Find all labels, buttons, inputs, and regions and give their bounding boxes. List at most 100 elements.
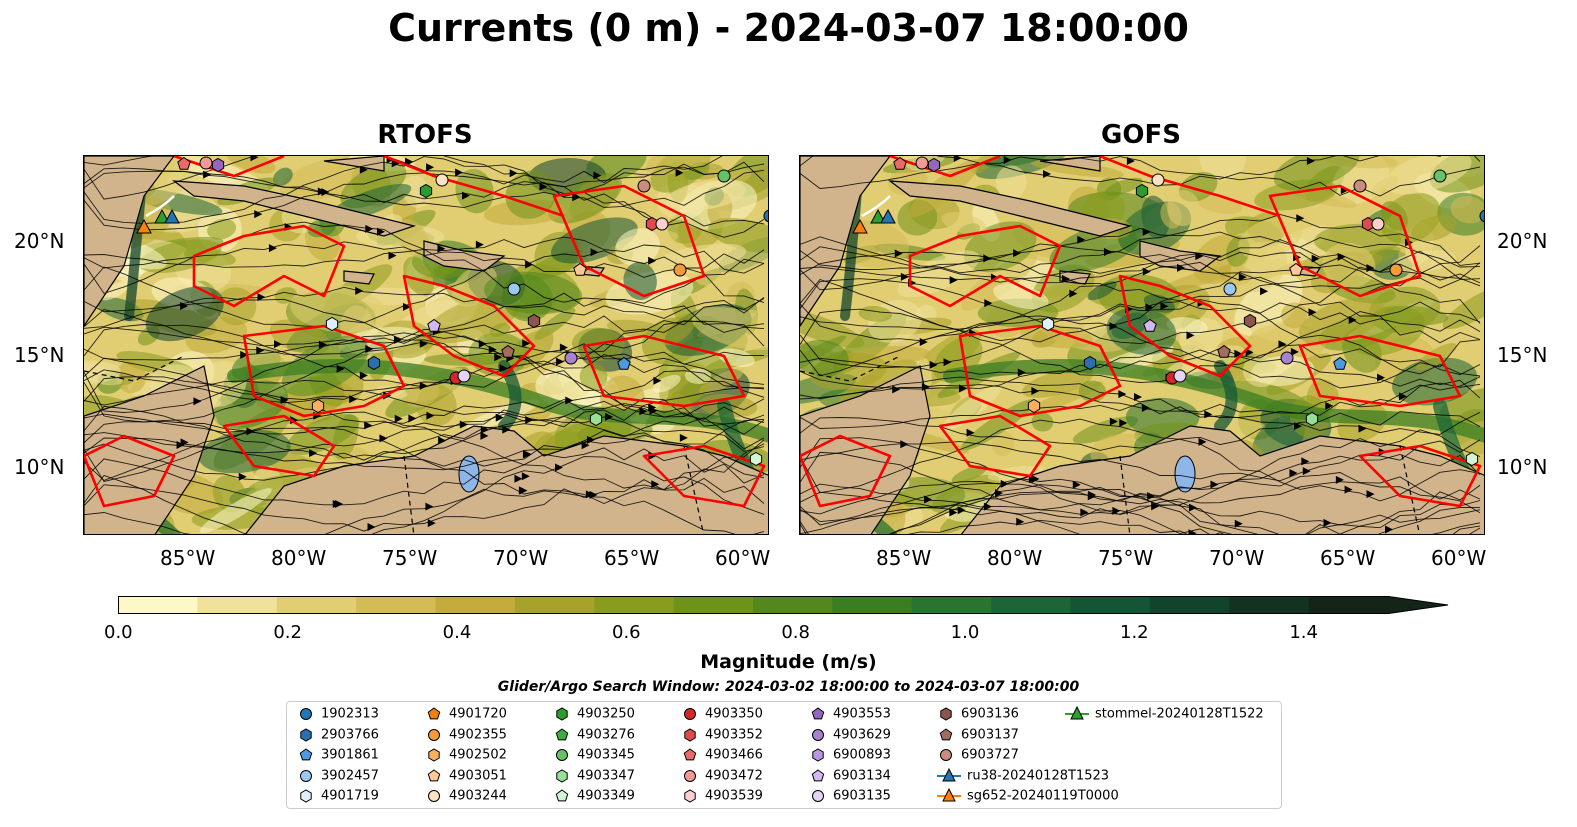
legend-label: 4901720: [449, 706, 507, 722]
legend-label: 6903137: [961, 727, 1019, 742]
colorbar-segment: [435, 596, 516, 614]
legend-item: 4903276: [553, 727, 635, 743]
colorbar-tick-label: 0.0: [104, 622, 133, 643]
float-marker: [564, 351, 578, 365]
legend-marker-icon: [1065, 705, 1089, 720]
float-marker: [1305, 411, 1319, 427]
legend-marker-icon: [940, 707, 952, 721]
lon-tick-label: 60°W: [1431, 546, 1487, 570]
legend-item: 6903137: [937, 727, 1019, 743]
legend-marker-icon: [811, 707, 825, 720]
legend-item: 4903345: [553, 747, 635, 763]
legend-item: 4903352: [681, 727, 763, 743]
legend-label: 4903352: [705, 727, 763, 742]
legend-label: 4903349: [577, 788, 635, 804]
float-marker: [673, 263, 687, 277]
legend-marker-icon: [300, 727, 312, 742]
legend: 1902313 2903766 3901861 3902457 4901719 49017…: [286, 701, 1282, 809]
lat-tick-label-left: 15°N: [14, 343, 65, 367]
panel-title-gofs: GOFS: [1101, 120, 1181, 150]
legend-label: 6900893: [833, 747, 891, 763]
legend-label: 4903347: [577, 768, 635, 783]
float-marker: [164, 208, 180, 224]
legend-marker-icon: [428, 790, 440, 802]
legend-marker-icon: [556, 768, 568, 783]
float-marker: [501, 344, 515, 358]
legend-marker-icon: [300, 789, 312, 803]
colorbar-label: Magnitude (m/s): [700, 651, 877, 673]
legend-item: 4903629: [809, 727, 891, 743]
float-marker: [1465, 451, 1479, 467]
map-panel-gofs: [799, 155, 1485, 535]
map-rtofs-svg: [84, 156, 768, 534]
lon-tick-label: 70°W: [493, 546, 549, 570]
legend-marker-icon: [555, 789, 569, 802]
legend-item: 4902502: [425, 747, 507, 763]
lon-tick-label: 65°W: [604, 546, 660, 570]
lon-tick-label: 85°W: [876, 546, 932, 570]
lon-tick-label: 80°W: [987, 546, 1043, 570]
legend-item: 3901861: [297, 747, 379, 763]
float-marker: [1479, 209, 1484, 223]
colorbar-segment: [1229, 596, 1310, 614]
float-marker: [527, 313, 541, 329]
legend-item: 6903135: [809, 788, 891, 804]
legend-label: 4903250: [577, 706, 635, 722]
legend-marker-icon: [556, 749, 568, 761]
float-marker: [507, 282, 521, 296]
legend-marker-icon: [939, 727, 953, 740]
legend-marker-icon: [684, 789, 696, 803]
legend-label: 3901861: [321, 747, 379, 763]
legend-marker-icon: [300, 708, 312, 720]
float-marker: [1083, 355, 1097, 371]
float-marker: [1371, 217, 1385, 231]
lon-tick-label: 75°W: [382, 546, 438, 570]
colorbar-segment: [594, 596, 675, 614]
float-marker: [655, 217, 669, 231]
legend-label: stommel-20240128T1522: [1095, 706, 1264, 722]
legend-label: 4903345: [577, 747, 635, 763]
legend-item: 6903136: [937, 706, 1019, 722]
float-marker: [427, 318, 441, 332]
float-marker: [927, 157, 941, 173]
float-marker: [1333, 356, 1347, 370]
float-marker: [763, 209, 768, 223]
float-marker: [573, 262, 587, 276]
legend-item: 4903553: [809, 706, 891, 722]
legend-marker-icon: [812, 790, 824, 802]
colorbar-segment: [1308, 596, 1389, 614]
legend-label: 2903766: [321, 727, 379, 742]
legend-label: 1902313: [321, 706, 379, 722]
float-marker: [154, 208, 170, 224]
legend-item: 6903727: [937, 747, 1019, 763]
float-marker: [1433, 169, 1447, 183]
float-marker: [1135, 183, 1149, 199]
float-marker: [637, 179, 651, 193]
legend-label: ru38-20240128T1523: [967, 768, 1110, 783]
legend-item: 3902457: [297, 768, 379, 784]
legend-item: 4903244: [425, 788, 507, 804]
legend-item: 4903472: [681, 768, 763, 784]
search-window-text: Glider/Argo Search Window: 2024-03-02 18…: [497, 679, 1080, 695]
colorbar-tick-label: 0.4: [442, 622, 472, 643]
float-marker: [870, 208, 886, 224]
legend-label: 4901719: [321, 788, 379, 804]
float-marker: [617, 356, 631, 370]
colorbar-segment: [276, 596, 357, 614]
float-marker: [1143, 318, 1157, 332]
legend-item: 4903250: [553, 706, 635, 722]
figure-title: Currents (0 m) - 2024-03-07 18:00:00: [388, 6, 1189, 50]
legend-marker-icon: [555, 727, 569, 740]
legend-item: 4901719: [297, 788, 379, 804]
float-marker: [1027, 398, 1041, 414]
legend-label: sg652-20240119T0000: [967, 788, 1119, 804]
float-marker: [1223, 282, 1237, 296]
colorbar-segment: [753, 596, 833, 614]
float-marker: [435, 173, 449, 187]
lat-tick-label-left: 10°N: [14, 455, 65, 479]
lon-tick-label: 65°W: [1320, 546, 1376, 570]
legend-label: 6903135: [833, 788, 891, 804]
legend-label: 6903727: [961, 747, 1019, 763]
colorbar-segment: [832, 596, 913, 614]
float-marker: [915, 156, 929, 170]
